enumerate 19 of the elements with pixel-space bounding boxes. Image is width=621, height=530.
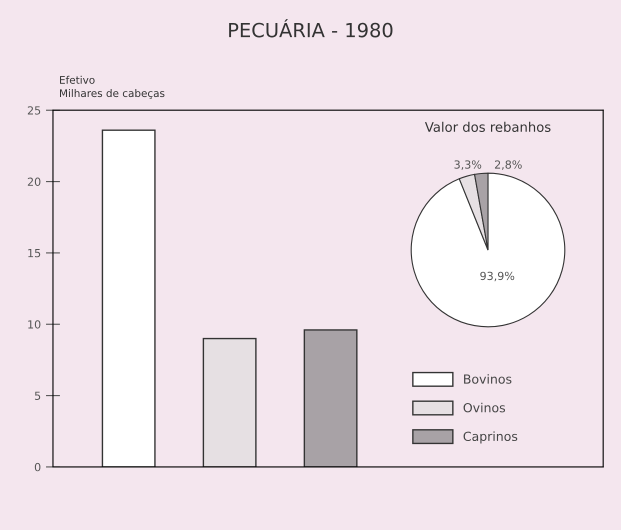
y-tick-label: 25 (28, 106, 40, 115)
legend-label: Caprinos (464, 431, 518, 444)
data-label: 2,8% (494, 160, 522, 170)
y-tick-label: 5 (34, 392, 40, 400)
data-label: 3,3% (454, 160, 482, 170)
y-tick-label: 15 (28, 249, 40, 258)
legend-label: Ovinos (464, 402, 506, 412)
legend-label: Bovinos (464, 374, 512, 384)
y-tick-label: 0 (34, 462, 40, 472)
chart-title: Valor dos rebanhos (424, 122, 551, 132)
pie-slice (410, 172, 566, 328)
bar (304, 329, 358, 467)
bar (102, 130, 156, 467)
y-tick-label: 10 (28, 320, 40, 329)
y-axis-title: Efetivo Milhares de cabeças (60, 76, 164, 99)
y-tick-label: 20 (28, 178, 40, 186)
chart-title: PECUÁRIA - 1980 (229, 19, 392, 38)
data-label: 93,9% (480, 272, 514, 282)
bar (202, 338, 257, 467)
